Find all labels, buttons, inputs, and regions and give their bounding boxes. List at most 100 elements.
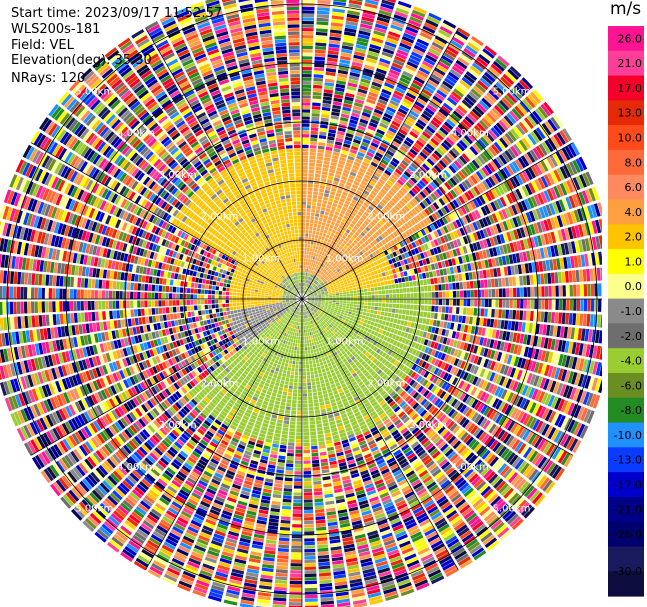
ray-bin (367, 288, 371, 292)
ray-bin (402, 98, 413, 106)
ray-bin (411, 234, 417, 241)
ray-bin (424, 128, 434, 137)
ray-bin (380, 324, 385, 330)
ray-bin (314, 177, 320, 182)
ray-bin (558, 312, 563, 324)
ray-bin (315, 253, 319, 257)
ray-bin (372, 233, 378, 239)
ray-bin (429, 319, 434, 326)
ray-bin (596, 267, 601, 281)
ray-bin (318, 285, 322, 288)
ray-bin (309, 223, 314, 227)
ray-bin (349, 171, 357, 177)
ray-bin (382, 85, 393, 93)
ray-bin (323, 196, 329, 201)
ray-bin (435, 291, 439, 298)
ray-bin (361, 74, 372, 81)
ray-bin (328, 125, 337, 131)
ray-bin (470, 299, 474, 307)
ray-bin (424, 285, 428, 292)
ray-bin (342, 106, 352, 112)
ray-bin (319, 185, 325, 190)
ray-bin (379, 58, 391, 65)
ray-bin (347, 178, 354, 184)
ray-bin (369, 280, 374, 284)
ray-bin (436, 320, 441, 327)
ray-bin (343, 34, 356, 40)
ray-bin (370, 84, 381, 92)
ray-bin (305, 261, 308, 266)
ray-bin (393, 204, 400, 212)
ray-bin (449, 291, 453, 298)
ray-bin (538, 143, 548, 156)
ray-bin (318, 280, 322, 284)
ray-bin (356, 40, 368, 47)
ray-bin (397, 219, 404, 226)
ray-bin (414, 195, 421, 203)
ray-bin (315, 209, 320, 214)
ray-bin (335, 230, 340, 236)
ray-bin (323, 286, 327, 290)
ray-bin (315, 264, 319, 269)
ray-bin (314, 370, 318, 375)
ray-bin (312, 230, 316, 235)
ray-bin (432, 202, 440, 210)
ray-bin (369, 325, 374, 330)
ray-bin (586, 268, 591, 282)
ray-bin (324, 245, 329, 250)
ray-bin (331, 187, 337, 193)
ray-bin (310, 262, 314, 267)
ray-bin (336, 227, 342, 233)
ray-bin (430, 137, 440, 147)
ray-bin (363, 274, 368, 278)
ray-bin (395, 212, 402, 219)
ray-bin (302, 73, 312, 78)
ray-bin (526, 310, 531, 321)
ray-bin (498, 299, 503, 308)
ray-bin (425, 54, 438, 63)
ray-bin (316, 202, 322, 207)
ray-bin (406, 304, 411, 310)
ray-bin (357, 292, 361, 296)
ray-bin (367, 205, 374, 212)
ray-bin (353, 299, 358, 302)
ray-bin (403, 170, 412, 178)
ray-bin (364, 2, 378, 9)
ray-bin (315, 234, 319, 239)
ray-bin (302, 134, 310, 138)
ray-bin (463, 96, 475, 107)
ray-bin (308, 273, 311, 277)
ray-bin (502, 288, 506, 298)
ray-bin (524, 135, 534, 148)
ray-bin (314, 56, 326, 61)
ray-bin (323, 160, 330, 165)
ray-bin (329, 194, 335, 199)
ray-bin (561, 271, 566, 283)
ray-bin (535, 145, 545, 158)
ray-bin (530, 131, 540, 144)
ray-bin (387, 72, 399, 80)
ray-bin (325, 382, 330, 387)
ray-bin (324, 432, 332, 438)
ray-bin (386, 317, 391, 322)
ray-bin (336, 76, 347, 82)
ray-bin (374, 26, 387, 34)
ray-bin (321, 277, 325, 281)
ray-bin (376, 222, 382, 228)
ray-bin (529, 274, 534, 285)
ray-bin (340, 116, 349, 122)
ray-bin (354, 205, 361, 211)
ray-bin (488, 66, 501, 78)
ray-bin (399, 293, 404, 299)
ray-bin (365, 101, 375, 108)
ray-bin (457, 170, 466, 180)
ray-bin (411, 187, 419, 195)
ray-bin (327, 216, 333, 221)
ray-bin (365, 226, 371, 232)
ray-bin (343, 259, 348, 264)
ray-bin (566, 299, 570, 311)
ray-bin (455, 307, 460, 315)
ray-bin (310, 286, 314, 290)
ray-bin (349, 304, 354, 307)
ray-bin (402, 288, 407, 293)
